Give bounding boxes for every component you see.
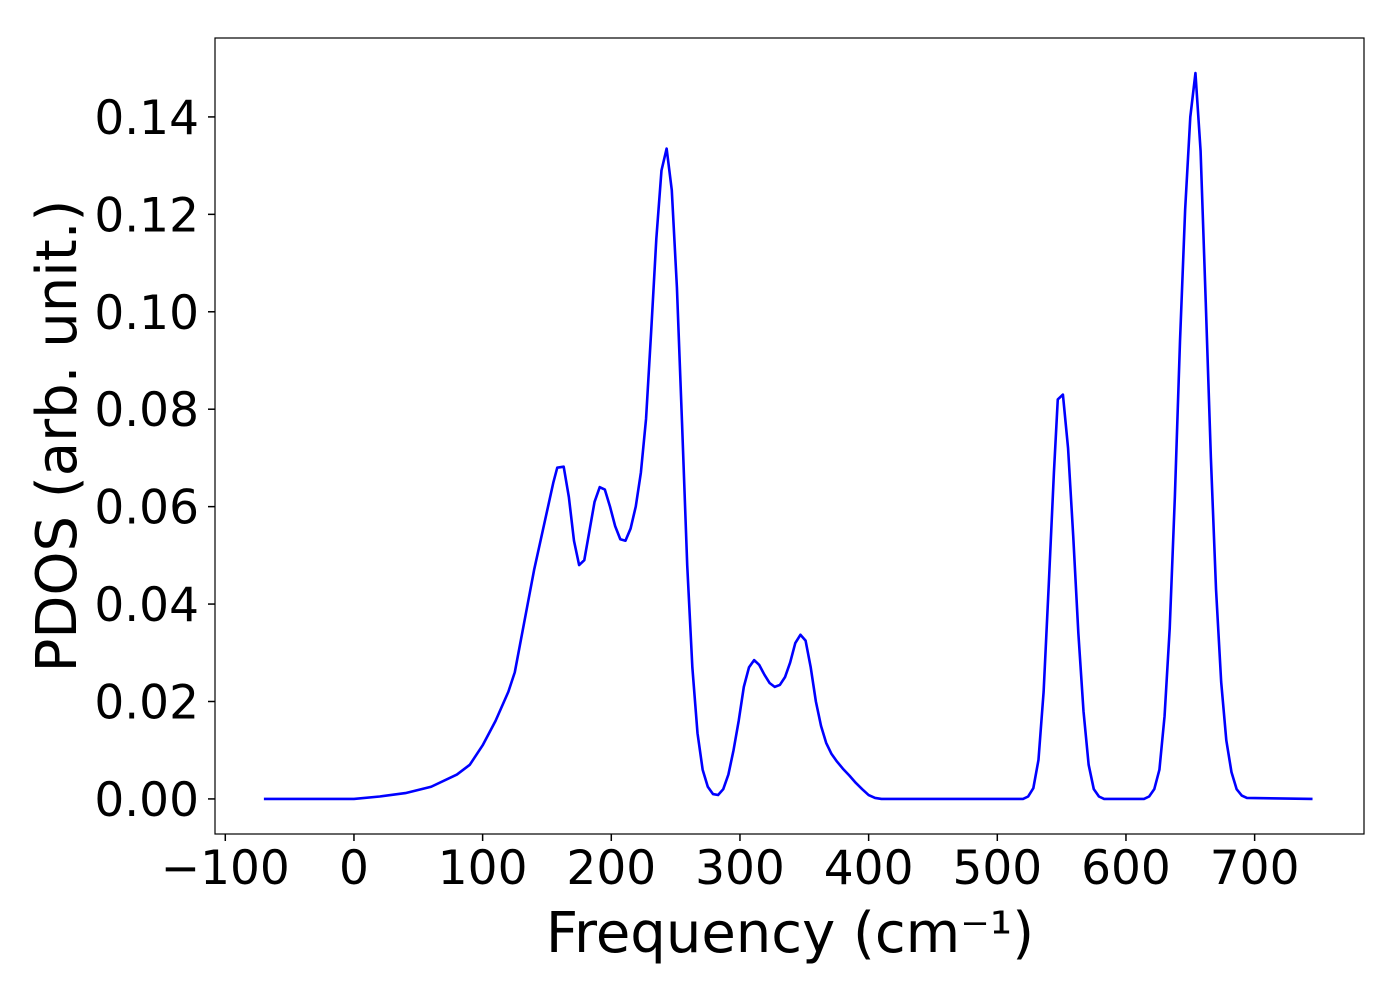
plot-frame xyxy=(214,37,1365,835)
y-tick-label: 0.06 xyxy=(94,481,199,536)
y-axis-label: PDOS (arb. unit.) xyxy=(25,200,90,673)
y-tick-label: 0.10 xyxy=(94,286,199,341)
x-tick-label: 400 xyxy=(824,841,914,896)
x-tick-label: 500 xyxy=(952,841,1042,896)
x-tick-label: 300 xyxy=(695,841,785,896)
x-tick-label: 200 xyxy=(566,841,656,896)
y-tick-label: 0.02 xyxy=(94,675,199,730)
y-tick-label: 0.12 xyxy=(94,188,199,243)
y-tick-label: 0.14 xyxy=(94,91,199,146)
x-tick-label: 600 xyxy=(1081,841,1171,896)
x-tick-label: −100 xyxy=(161,841,290,896)
y-tick-label: 0.08 xyxy=(94,383,199,438)
y-tick-label: 0.04 xyxy=(94,578,199,633)
pdos-line xyxy=(263,71,1313,801)
x-tick-label: 0 xyxy=(339,841,369,896)
y-tick-label: 0.00 xyxy=(94,773,199,828)
x-axis-label: Frequency (cm⁻¹) xyxy=(546,901,1034,966)
x-tick-label: 700 xyxy=(1210,841,1300,896)
x-tick-label: 100 xyxy=(438,841,528,896)
